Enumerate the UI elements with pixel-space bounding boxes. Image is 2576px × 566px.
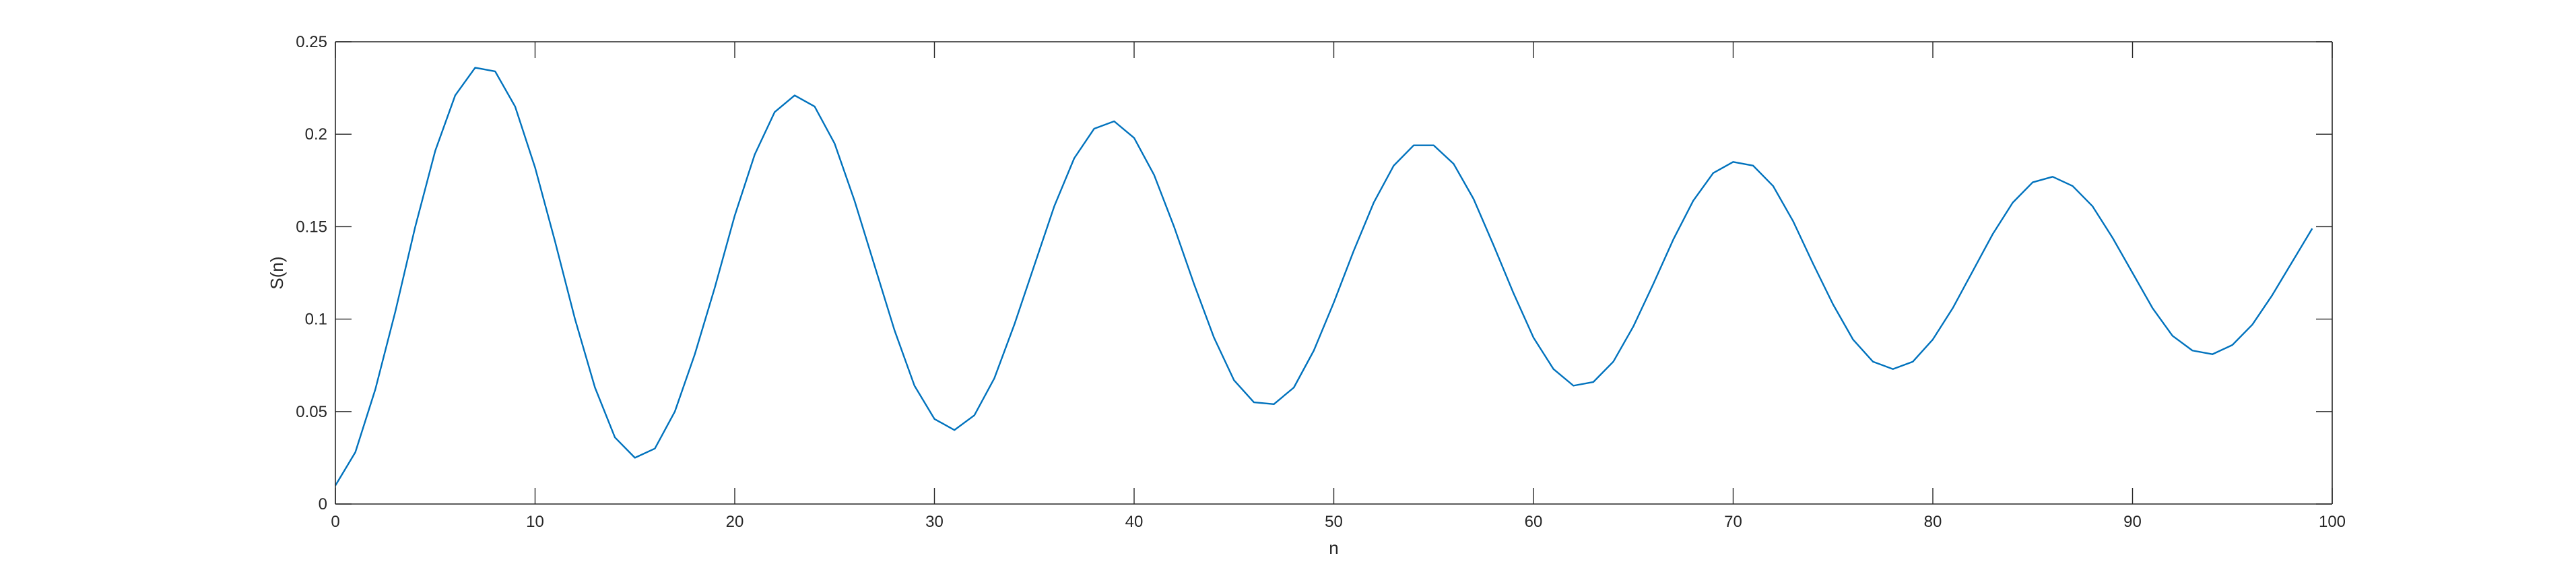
series-layer	[334, 67, 2313, 486]
y-tick-label: 0.2	[305, 125, 327, 144]
plot-background	[335, 42, 2332, 504]
y-tick-label: 0.05	[296, 403, 327, 421]
x-tick-label: 20	[726, 513, 744, 531]
x-tick-label: 80	[1924, 513, 1942, 531]
x-tick-label: 50	[1325, 513, 1343, 531]
x-tick-label: 30	[925, 513, 944, 531]
y-tick-label: 0.1	[305, 311, 327, 329]
x-tick-label: 90	[2123, 513, 2142, 531]
plot-area	[335, 42, 2332, 504]
series-line-0	[334, 67, 2313, 486]
x-tick-label: 10	[526, 513, 544, 531]
y-tick-label: 0.15	[296, 218, 327, 236]
x-tick-label: 0	[331, 513, 339, 531]
x-tick-label: 70	[1724, 513, 1742, 531]
x-axis-label: n	[1329, 538, 1338, 558]
y-tick-label: 0.25	[296, 33, 327, 51]
y-axis-label: S(n)	[267, 256, 287, 289]
y-tick-label: 0	[319, 495, 327, 513]
y-axis-ticks: 0 0.05 0.1 0.15 0.2 0.25	[296, 33, 2332, 513]
x-tick-label: 40	[1125, 513, 1144, 531]
x-tick-label: 100	[2319, 513, 2346, 531]
x-tick-label: 60	[1525, 513, 1543, 531]
x-axis-ticks: 0 10 20 30 40 50 60 70 80 90 100	[331, 42, 2346, 531]
